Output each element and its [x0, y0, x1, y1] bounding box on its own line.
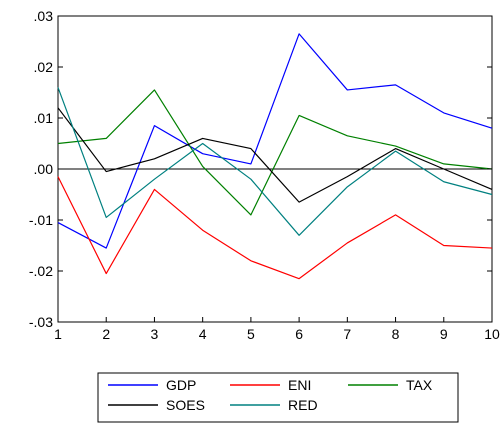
- legend-label-eni: ENI: [288, 377, 311, 393]
- x-tick-label: 6: [295, 326, 303, 342]
- y-tick-label: .02: [34, 59, 54, 75]
- y-tick-label: .03: [34, 8, 54, 24]
- legend-label-tax: TAX: [406, 377, 433, 393]
- series-line-gdp: [57, 33, 493, 249]
- legend-label-soes: SOES: [166, 397, 205, 413]
- x-tick-label: 3: [151, 326, 159, 342]
- x-tick-label: 9: [440, 326, 448, 342]
- legend-label-gdp: GDP: [166, 377, 196, 393]
- x-tick-label: 4: [199, 326, 207, 342]
- legend: GDP ENI TAX SOES RED: [97, 372, 459, 423]
- x-tick-label: 10: [484, 326, 500, 342]
- x-tick-label: 2: [102, 326, 110, 342]
- plot-area: [57, 15, 493, 323]
- x-tick-label: 8: [392, 326, 400, 342]
- x-tick-label: 5: [247, 326, 255, 342]
- x-axis: 1 2 3 4 5 6 7 8 9 10: [54, 317, 500, 342]
- series-line-tax: [57, 89, 493, 216]
- y-tick-label: -.01: [29, 212, 53, 228]
- series-line-soes: [57, 107, 493, 203]
- legend-label-red: RED: [288, 397, 318, 413]
- x-tick-label: 7: [343, 326, 351, 342]
- x-tick-label: 1: [54, 326, 62, 342]
- y-tick-label: -.02: [29, 263, 53, 279]
- y-tick-label: .01: [34, 110, 54, 126]
- series-line-eni: [57, 176, 493, 280]
- legend-box: [97, 372, 459, 423]
- y-axis: .03 .02 .01 .00 -.01 -.02 -.03: [29, 8, 492, 330]
- y-tick-label: -.03: [29, 314, 53, 330]
- series-line-red: [57, 87, 493, 236]
- y-tick-label: .00: [34, 161, 54, 177]
